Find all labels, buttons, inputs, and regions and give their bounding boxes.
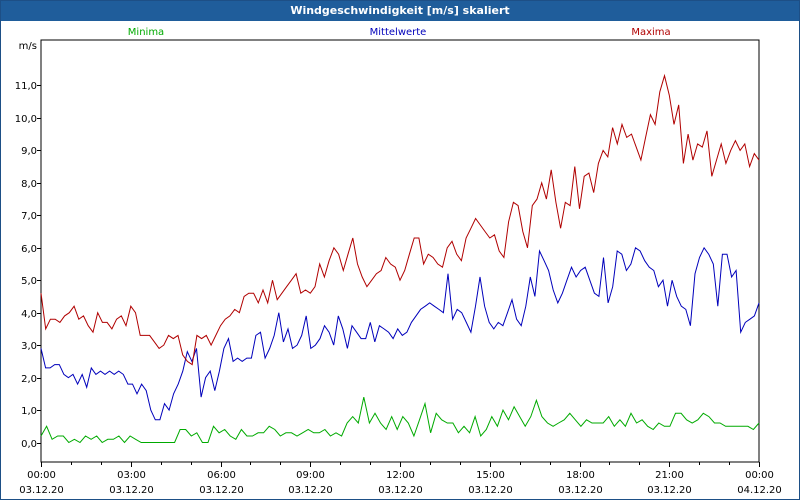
- x-tick-time: 00:00: [27, 470, 56, 481]
- series-line-mittelwerte: [40, 246, 760, 421]
- x-tick-date: 03.12.20: [199, 485, 244, 496]
- x-tick-time: 15:00: [476, 470, 505, 481]
- y-tick-label: 11,0: [15, 81, 37, 92]
- x-tick-date: 03.12.20: [109, 485, 154, 496]
- legend-minima: Minima: [128, 27, 164, 38]
- wind-speed-chart: 0,0 1,0 2,0 3,0 4,0 5,0 6,0 7,0 8,0 9,0 10,0 11,0 m/…: [15, 27, 782, 496]
- y-tick-label: 2,0: [21, 374, 37, 385]
- y-tick-label: 10,0: [15, 114, 37, 125]
- plot-frame: [40, 39, 760, 463]
- legend-maxima: Maxima: [631, 27, 670, 38]
- y-tick-label: 6,0: [21, 244, 37, 255]
- series-line-minima: [40, 396, 760, 444]
- series-line-maxima: [40, 73, 760, 366]
- labels: 0,0 1,0 2,0 3,0 4,0 5,0 6,0 7,0 8,0 9,0 10,0 11,0 m/…: [15, 27, 782, 496]
- x-tick-time: 09:00: [296, 470, 325, 481]
- x-tick-time: 18:00: [566, 470, 595, 481]
- y-axis-label: m/s: [19, 41, 37, 52]
- x-tick-date: 03.12.20: [288, 485, 333, 496]
- axes: [37, 39, 760, 467]
- x-tick-date: 03.12.20: [558, 485, 603, 496]
- y-tick-label: 7,0: [21, 211, 37, 222]
- y-tick-label: 4,0: [21, 309, 37, 320]
- x-tick-date: 03.12.20: [647, 485, 692, 496]
- x-tick-time: 00:00: [745, 470, 774, 481]
- x-tick-time: 03:00: [117, 470, 146, 481]
- window-title: Windgeschwindigkeit [m/s] skaliert: [1, 1, 799, 21]
- y-tick-label: 0,0: [21, 439, 37, 450]
- x-tick-date: 03.12.20: [19, 485, 64, 496]
- x-tick-time: 21:00: [655, 470, 684, 481]
- x-tick-time: 06:00: [207, 470, 236, 481]
- y-tick-label: 5,0: [21, 276, 37, 287]
- y-tick-label: 9,0: [21, 146, 37, 157]
- x-tick-time: 12:00: [386, 470, 415, 481]
- series: [40, 73, 760, 444]
- legend-mittelwerte: Mittelwerte: [370, 27, 427, 38]
- y-tick-label: 8,0: [21, 179, 37, 190]
- y-tick-label: 3,0: [21, 341, 37, 352]
- x-tick-date: 04.12.20: [737, 485, 782, 496]
- x-tick-date: 03.12.20: [468, 485, 513, 496]
- x-tick-date: 03.12.20: [378, 485, 423, 496]
- y-tick-label: 1,0: [21, 406, 37, 417]
